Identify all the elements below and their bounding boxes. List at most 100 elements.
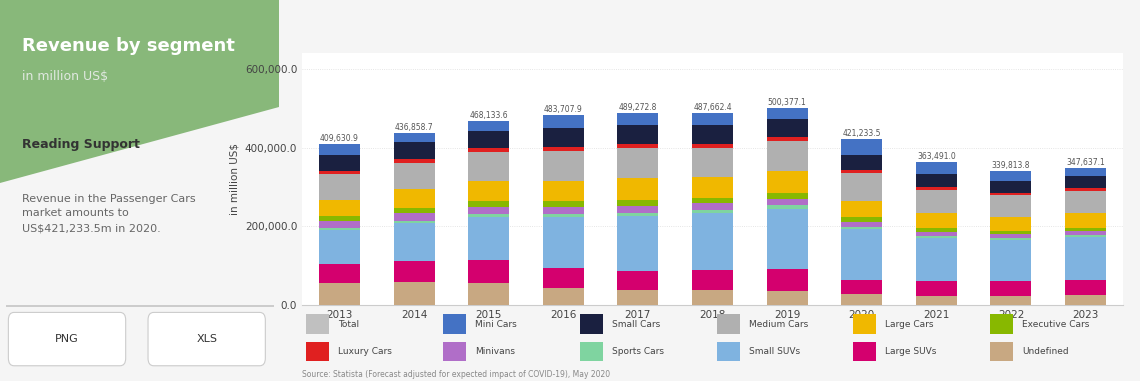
Bar [543, 128, 584, 147]
Text: Medium Cars: Medium Cars [749, 320, 808, 328]
Bar [469, 260, 510, 283]
Bar [618, 144, 659, 148]
Bar [319, 171, 360, 174]
Bar [543, 217, 584, 268]
Text: Total: Total [339, 320, 359, 328]
Bar [319, 155, 360, 171]
Text: 421,233.5: 421,233.5 [842, 129, 881, 138]
Bar [841, 155, 882, 170]
Bar [319, 230, 360, 264]
Bar [766, 205, 807, 208]
Bar [469, 217, 510, 260]
Bar [692, 213, 733, 270]
Bar [618, 271, 659, 290]
Bar [991, 193, 1032, 195]
Bar [618, 113, 659, 125]
Bar [543, 151, 584, 181]
Text: 436,858.7: 436,858.7 [394, 123, 433, 131]
Bar [841, 227, 882, 229]
Bar [692, 177, 733, 197]
Bar [692, 203, 733, 210]
Text: Reading Support: Reading Support [23, 138, 140, 151]
FancyBboxPatch shape [580, 342, 603, 361]
FancyBboxPatch shape [854, 342, 877, 361]
Bar [841, 221, 882, 227]
Text: Large Cars: Large Cars [886, 320, 934, 328]
Bar [766, 199, 807, 205]
Bar [766, 108, 807, 118]
Bar [1065, 235, 1106, 237]
Bar [692, 270, 733, 290]
Bar [766, 269, 807, 291]
Bar [393, 159, 434, 163]
Text: Mini Cars: Mini Cars [475, 320, 516, 328]
Bar [469, 207, 510, 215]
Text: Large SUVs: Large SUVs [886, 347, 937, 356]
Bar [991, 281, 1032, 296]
Bar [393, 282, 434, 305]
Bar [692, 144, 733, 147]
Bar [319, 144, 360, 155]
Bar [915, 190, 956, 213]
Bar [319, 228, 360, 230]
Text: Executive Cars: Executive Cars [1023, 320, 1090, 328]
Bar [841, 217, 882, 221]
Bar [915, 281, 956, 296]
Bar [692, 147, 733, 177]
Bar [393, 133, 434, 142]
Bar [841, 280, 882, 294]
Bar [543, 181, 584, 201]
Bar [692, 290, 733, 305]
Bar [393, 163, 434, 189]
Bar [469, 283, 510, 305]
Text: 487,662.4: 487,662.4 [693, 103, 732, 112]
Bar [915, 187, 956, 190]
Bar [841, 170, 882, 173]
FancyBboxPatch shape [443, 314, 466, 334]
Bar [915, 162, 956, 174]
Text: XLS: XLS [196, 334, 218, 344]
FancyBboxPatch shape [307, 342, 329, 361]
Bar [841, 294, 882, 305]
Text: 500,377.1: 500,377.1 [767, 98, 806, 107]
Bar [1065, 231, 1106, 235]
Bar [618, 213, 659, 216]
Bar [766, 291, 807, 305]
Text: Revenue in the Passenger Cars
market amounts to
US$421,233.5m in 2020.: Revenue in the Passenger Cars market amo… [23, 194, 196, 233]
Bar [393, 189, 434, 208]
Bar [991, 296, 1032, 305]
Bar [393, 142, 434, 159]
Text: Luxury Cars: Luxury Cars [339, 347, 392, 356]
Bar [393, 208, 434, 213]
FancyBboxPatch shape [717, 314, 740, 334]
Bar [393, 224, 434, 261]
Bar [618, 216, 659, 271]
Text: Source: Statista (Forecast adjusted for expected impact of COVID-19), May 2020: Source: Statista (Forecast adjusted for … [302, 370, 610, 379]
FancyBboxPatch shape [6, 305, 274, 307]
Bar [915, 232, 956, 236]
Bar [543, 115, 584, 128]
Text: Minivans: Minivans [475, 347, 515, 356]
Bar [618, 200, 659, 206]
Bar [393, 213, 434, 221]
Bar [543, 201, 584, 207]
Bar [469, 201, 510, 207]
Bar [393, 221, 434, 224]
Bar [543, 288, 584, 305]
Bar [915, 213, 956, 228]
Bar [1065, 191, 1106, 213]
Bar [543, 207, 584, 214]
Bar [319, 283, 360, 305]
Bar [915, 174, 956, 187]
Bar [991, 171, 1032, 181]
Bar [1065, 280, 1106, 295]
Bar [618, 206, 659, 213]
Bar [1065, 295, 1106, 305]
Text: Sports Cars: Sports Cars [612, 347, 663, 356]
Bar [469, 181, 510, 201]
Bar [766, 193, 807, 199]
Bar [766, 171, 807, 193]
Bar [319, 216, 360, 221]
Text: 483,707.9: 483,707.9 [544, 104, 583, 114]
Bar [319, 200, 360, 216]
